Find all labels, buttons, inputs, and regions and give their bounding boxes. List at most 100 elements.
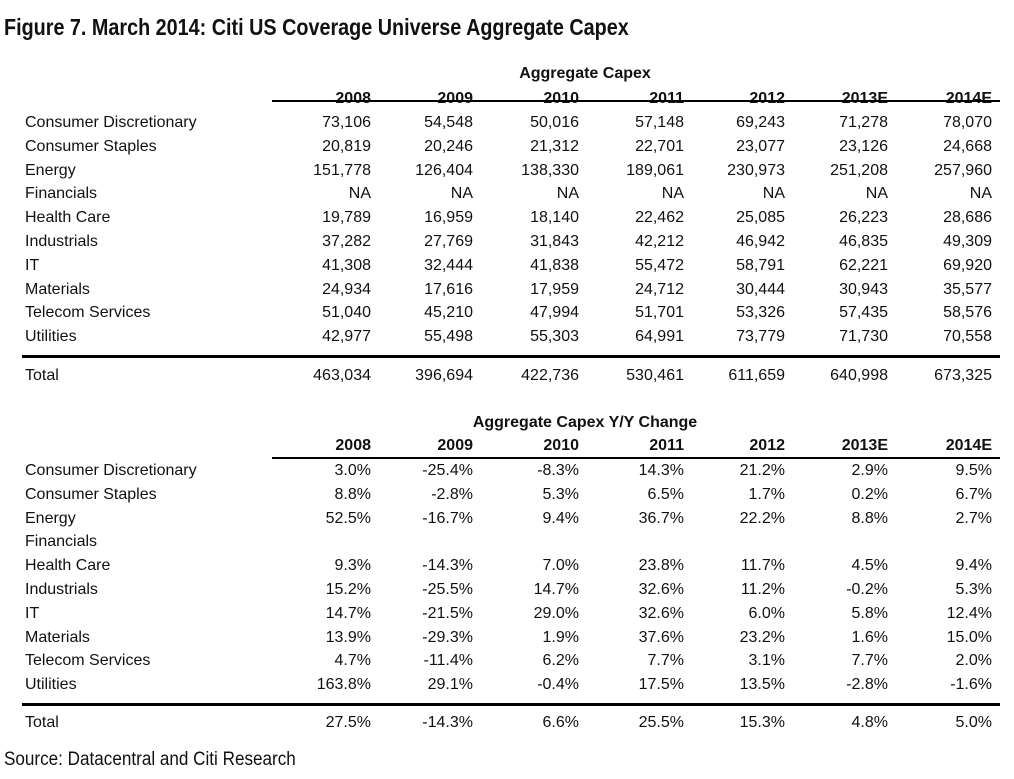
data-cell: NA <box>865 185 888 203</box>
row-label: Materials <box>25 280 90 298</box>
header-rule <box>272 457 1000 459</box>
column-header: 2008 <box>335 437 371 454</box>
data-cell: 6.5% <box>647 485 684 503</box>
data-cell: -0.2% <box>846 581 888 598</box>
data-cell: 126,404 <box>415 161 473 179</box>
data-cell: 7.7% <box>647 652 684 670</box>
data-cell: 47,994 <box>530 304 579 322</box>
data-cell: NA <box>969 185 992 203</box>
total-cell: 25.5% <box>638 714 684 731</box>
data-cell: 21,312 <box>530 137 579 155</box>
row-label: IT <box>25 256 40 274</box>
total-cell: 530,461 <box>626 367 684 384</box>
data-cell: 69,243 <box>736 114 785 131</box>
data-cell: 71,730 <box>839 328 888 346</box>
data-cell: 11.7% <box>740 557 785 575</box>
data-cell: 70,558 <box>943 328 992 346</box>
data-cell: 5.8% <box>851 604 888 622</box>
data-cell: 2.9% <box>851 462 888 479</box>
data-cell: 54,548 <box>424 114 473 131</box>
total-cell: -14.3% <box>422 714 473 731</box>
column-header: 2013E <box>841 90 888 107</box>
data-cell: 32,444 <box>424 256 473 274</box>
data-cell: 4.5% <box>851 557 888 575</box>
data-cell: 7.0% <box>542 557 579 575</box>
data-cell: 9.4% <box>955 557 992 575</box>
data-cell: 46,942 <box>736 233 785 250</box>
data-cell: 20,246 <box>424 137 473 155</box>
data-cell: NA <box>450 185 473 203</box>
column-header: 2012 <box>749 90 785 107</box>
data-cell: 15.2% <box>325 581 371 598</box>
total-cell: 396,694 <box>415 367 473 384</box>
data-cell: 51,701 <box>635 304 684 322</box>
row-label: Consumer Staples <box>25 485 157 503</box>
data-cell: 14.7% <box>325 604 371 622</box>
source-note: Source: Datacentral and Citi Research <box>4 749 296 770</box>
column-header: 2011 <box>649 437 684 454</box>
data-cell: 31,843 <box>530 233 579 250</box>
column-header: 2010 <box>543 437 579 454</box>
column-header: 2010 <box>543 90 579 107</box>
data-cell: 230,973 <box>727 161 785 179</box>
data-cell: 25,085 <box>736 209 785 227</box>
data-cell: -25.4% <box>422 462 473 479</box>
total-rule <box>22 703 1000 706</box>
data-cell: 23,126 <box>839 137 888 155</box>
row-label: Financials <box>25 533 98 551</box>
total-cell: 422,736 <box>521 367 579 384</box>
data-cell: 42,977 <box>322 328 371 346</box>
data-cell: 6.2% <box>542 652 579 670</box>
data-cell: 4.7% <box>334 652 371 670</box>
data-cell: 73,106 <box>322 114 371 131</box>
data-cell: 62,221 <box>839 256 888 274</box>
data-cell: 57,435 <box>839 304 888 322</box>
column-header: 2011 <box>649 90 684 107</box>
data-cell: 19,789 <box>322 209 371 227</box>
data-cell: 28,686 <box>943 209 992 227</box>
row-label: Energy <box>25 161 76 179</box>
total-cell: 673,325 <box>934 367 992 384</box>
row-label: Industrials <box>25 233 98 250</box>
data-cell: 55,498 <box>424 328 473 346</box>
data-cell: 50,016 <box>530 114 579 131</box>
row-label: Health Care <box>25 557 111 575</box>
data-cell: 24,712 <box>635 280 684 298</box>
row-label: Energy <box>25 509 76 527</box>
row-label: Consumer Staples <box>25 137 157 155</box>
total-cell: 27.5% <box>325 714 371 731</box>
data-cell: 17,616 <box>424 280 473 298</box>
column-header: 2013E <box>841 437 888 454</box>
data-cell: 3.1% <box>748 652 785 670</box>
data-cell: 163.8% <box>316 676 371 694</box>
data-cell: 29.0% <box>533 604 579 622</box>
data-cell: -11.4% <box>423 652 473 670</box>
row-label: Financials <box>25 185 98 203</box>
data-cell: 0.2% <box>851 485 888 503</box>
column-header: 2008 <box>335 90 371 107</box>
data-cell: 9.5% <box>955 462 992 479</box>
row-label: IT <box>25 604 40 622</box>
data-cell: NA <box>762 185 785 203</box>
data-cell: 22.2% <box>739 509 785 527</box>
data-cell: 18,140 <box>530 209 579 227</box>
data-cell: 36.7% <box>638 509 684 527</box>
data-cell: 2.0% <box>955 652 992 670</box>
data-cell: 30,943 <box>839 280 888 298</box>
data-cell: 23.8% <box>638 557 684 575</box>
data-cell: 9.4% <box>542 509 579 527</box>
data-cell: 3.0% <box>334 462 371 479</box>
data-cell: 12.4% <box>946 604 992 622</box>
data-cell: 64,991 <box>635 328 684 346</box>
data-cell: 8.8% <box>334 485 371 503</box>
data-cell: -14.3% <box>422 557 473 575</box>
data-cell: 1.7% <box>748 485 785 503</box>
data-cell: NA <box>556 185 579 203</box>
data-cell: 24,934 <box>322 280 371 298</box>
data-cell: 55,303 <box>530 328 579 346</box>
data-cell: 52.5% <box>325 509 371 527</box>
data-cell: 17,959 <box>530 280 579 298</box>
column-header: 2009 <box>437 437 473 454</box>
data-cell: 189,061 <box>626 161 684 179</box>
